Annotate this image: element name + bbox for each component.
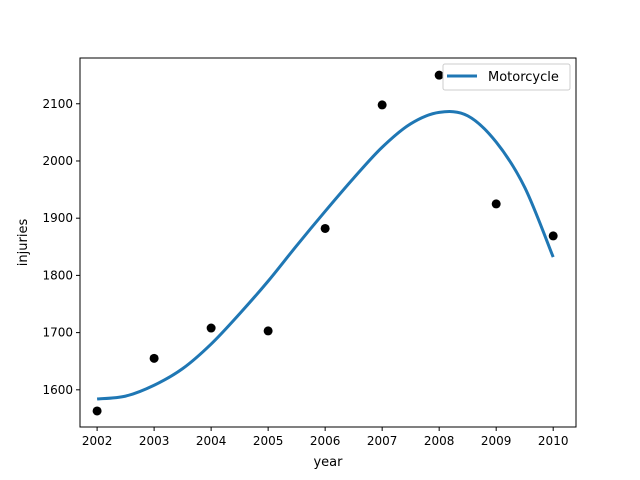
y-tick-label: 1600: [42, 383, 73, 397]
x-tick-label: 2004: [196, 434, 227, 448]
x-tick-label: 2007: [367, 434, 398, 448]
x-axis-ticks: 2002 2003 2004 2005 2006 2007 2008 2009 2010: [82, 427, 569, 448]
x-tick-label: 2002: [82, 434, 113, 448]
data-point: [206, 323, 216, 333]
y-tick-label: 1700: [42, 326, 73, 340]
data-point: [263, 326, 273, 336]
data-point: [377, 100, 387, 110]
legend-box: [442, 63, 571, 91]
y-tick-label: 2000: [42, 154, 73, 168]
legend-label-motorcycle: Motorcycle: [488, 70, 559, 85]
chart-marks: [92, 70, 558, 416]
data-point: [92, 406, 102, 416]
series-line-motorcycle: [96, 110, 555, 401]
x-axis-label: year: [313, 455, 343, 470]
data-point: [491, 199, 501, 209]
x-tick-label: 2009: [481, 434, 512, 448]
y-tick-label: 1900: [42, 211, 73, 225]
data-point: [548, 231, 558, 241]
x-tick-label: 2006: [310, 434, 341, 448]
x-tick-label: 2005: [253, 434, 284, 448]
axes-frame: [79, 57, 577, 428]
x-tick-label: 2008: [424, 434, 455, 448]
y-axis-ticks: 1600 1700 1800 1900 2000 2100: [42, 97, 80, 397]
x-tick-label: 2010: [538, 434, 569, 448]
legend: Motorcycle: [442, 63, 571, 91]
y-axis-label: injuries: [16, 219, 31, 267]
data-point: [320, 223, 330, 233]
data-point: [149, 353, 159, 363]
y-tick-label: 2100: [42, 97, 73, 111]
x-tick-label: 2003: [139, 434, 170, 448]
y-tick-label: 1800: [42, 268, 73, 282]
data-point: [434, 70, 444, 80]
